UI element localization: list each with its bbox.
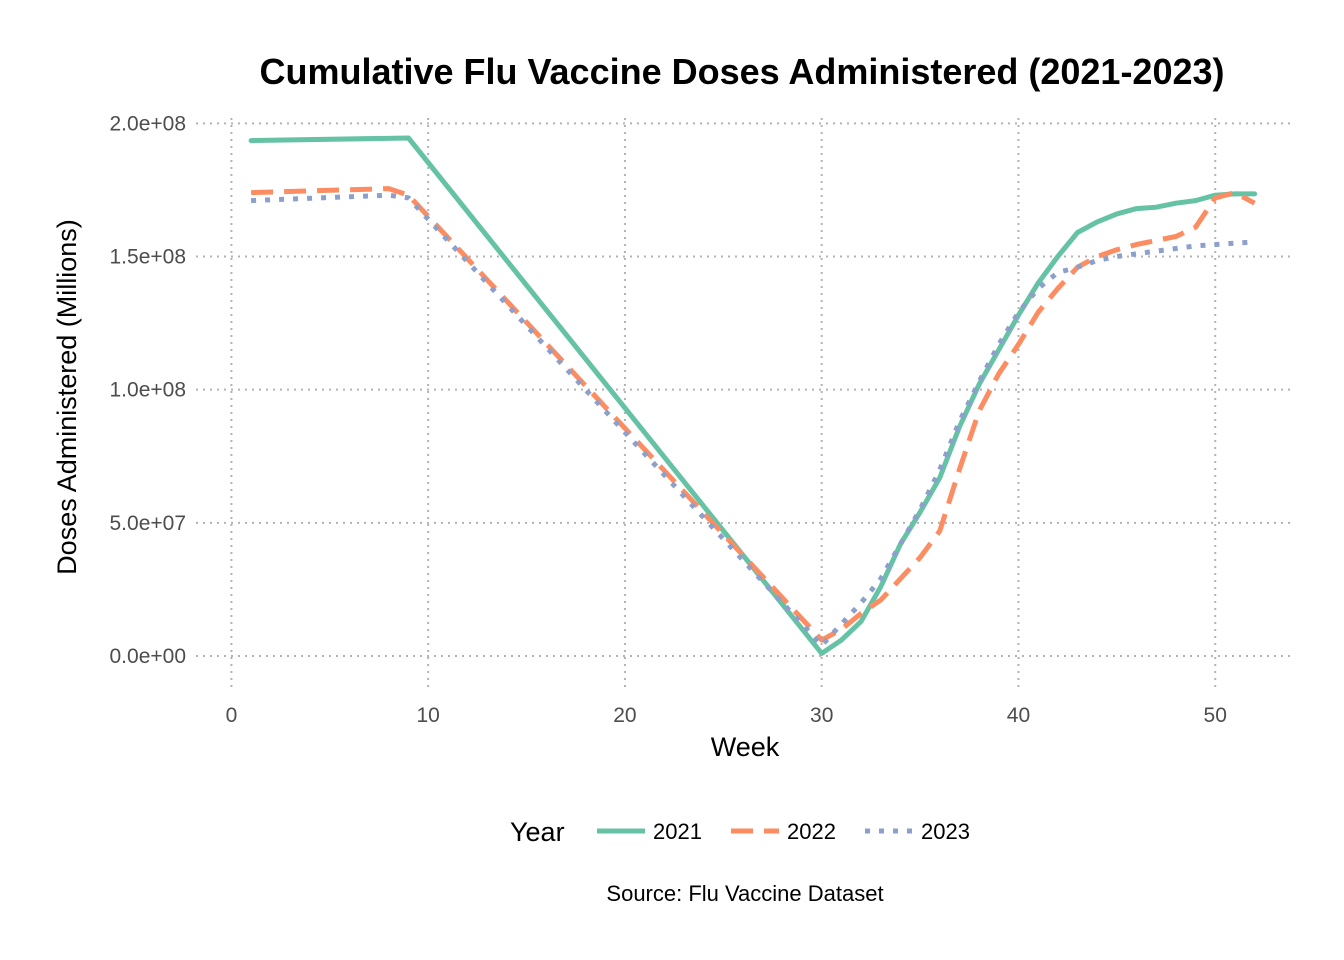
y-tick-label: 1.5e+08 [110,246,187,269]
y-tick-label: 1.0e+08 [110,379,187,402]
y-axis-title: Doses Administered (Millions) [52,219,82,575]
legend-item-2021: 2021 [597,819,702,844]
x-tick-label: 50 [1204,704,1227,727]
x-tick-label: 20 [613,704,636,727]
chart-caption: Source: Flu Vaccine Dataset [606,881,883,906]
x-tick-label: 0 [226,704,238,727]
x-axis-ticks: 0 10 20 30 40 50 [226,704,1227,727]
series-line-2023 [251,192,1255,648]
y-tick-label: 2.0e+08 [110,112,187,135]
legend-label: 2021 [653,819,702,844]
chart-title: Cumulative Flu Vaccine Doses Administere… [259,51,1224,92]
series-line-2022 [251,186,1256,643]
y-axis-ticks: 0.0e+00 5.0e+07 1.0e+08 1.5e+08 2.0e+08 [110,112,187,668]
x-axis-title: Week [711,732,780,762]
grid [196,118,1290,688]
x-tick-label: 40 [1007,704,1030,727]
legend-item-2023: 2023 [865,819,970,844]
x-tick-label: 10 [417,704,440,727]
y-tick-label: 5.0e+07 [110,512,187,535]
x-tick-label: 30 [810,704,833,727]
legend-item-2022: 2022 [731,819,836,844]
legend-label: 2022 [787,819,836,844]
legend-title: Year [510,817,565,847]
legend: Year 2021 2022 2023 [510,817,970,847]
legend-items: 2021 2022 2023 [597,819,970,844]
series-lines [248,135,1258,656]
y-tick-label: 0.0e+00 [110,645,187,668]
series-line-2021 [248,135,1258,656]
legend-label: 2023 [921,819,970,844]
